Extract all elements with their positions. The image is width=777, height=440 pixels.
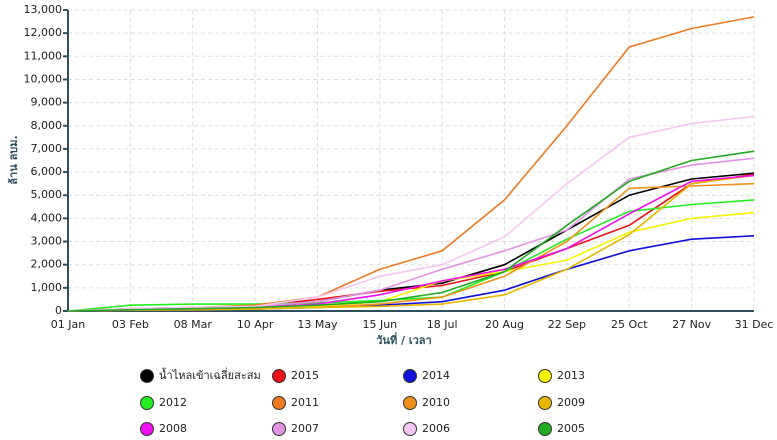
x-tick-label: 03 Feb [112, 318, 149, 331]
legend-marker[interactable] [538, 369, 552, 383]
legend-label[interactable]: น้ำไหลเข้าเฉลี่ยสะสม [159, 367, 261, 382]
series-line [67, 150, 755, 312]
legend-marker[interactable] [403, 396, 417, 410]
legend-marker[interactable] [140, 422, 154, 436]
y-tick-label: 10,000 [24, 72, 63, 85]
series-line [67, 172, 755, 312]
series-line [67, 174, 755, 312]
y-tick-label: 2,000 [31, 258, 63, 271]
x-tick-label: 15 Jun [362, 318, 397, 331]
y-tick-label: 6,000 [31, 165, 63, 178]
x-tick-label: 31 Dec [735, 318, 774, 331]
x-tick-label: 13 May [297, 318, 338, 331]
x-axis-title: วันที่ / เวลา [376, 332, 431, 347]
y-tick-label: 3,000 [31, 235, 63, 248]
legend-marker[interactable] [140, 369, 154, 383]
legend-marker[interactable] [272, 396, 286, 410]
y-tick-label: 13,000 [24, 3, 63, 16]
legend-label[interactable]: 2010 [422, 396, 450, 409]
y-tick-label: 12,000 [24, 26, 63, 39]
legend-marker[interactable] [272, 422, 286, 436]
y-tick-label: 7,000 [31, 142, 63, 155]
legend-marker[interactable] [272, 369, 286, 383]
x-tick-label: 27 Nov [672, 318, 711, 331]
legend-label[interactable]: 2005 [557, 422, 585, 435]
y-tick-label: 8,000 [31, 119, 63, 132]
series-line [67, 16, 755, 312]
legend-label[interactable]: 2006 [422, 422, 450, 435]
x-tick-label: 25 Oct [611, 318, 648, 331]
legend-label[interactable]: 2013 [557, 369, 585, 382]
series-line [67, 199, 755, 312]
legend-label[interactable]: 2008 [159, 422, 187, 435]
series-line [67, 211, 755, 312]
x-tick-label: 20 Aug [485, 318, 524, 331]
y-tick-label: 9,000 [31, 96, 63, 109]
y-tick-label: 0 [55, 304, 62, 317]
legend-label[interactable]: 2014 [422, 369, 450, 382]
x-tick-label: 01 Jan [51, 318, 85, 331]
x-tick-label: 10 Apr [237, 318, 274, 331]
legend-marker[interactable] [538, 422, 552, 436]
y-tick-label: 11,000 [24, 49, 63, 62]
legend-marker[interactable] [403, 422, 417, 436]
legend-marker[interactable] [538, 396, 552, 410]
x-tick-label: 18 Jul [427, 318, 458, 331]
legend-label[interactable]: 2015 [291, 369, 319, 382]
legend-label[interactable]: 2009 [557, 396, 585, 409]
legend-label[interactable]: 2012 [159, 396, 187, 409]
legend-label[interactable]: 2007 [291, 422, 319, 435]
y-axis-title: ล้าน ลบม. [7, 135, 20, 184]
legend-label[interactable]: 2011 [291, 396, 319, 409]
series-line [67, 115, 755, 312]
x-tick-label: 22 Sep [548, 318, 586, 331]
y-tick-label: 1,000 [31, 281, 63, 294]
y-tick-label: 4,000 [31, 211, 63, 224]
y-tick-label: 5,000 [31, 188, 63, 201]
series-line [67, 235, 755, 312]
legend-marker[interactable] [403, 369, 417, 383]
legend-marker[interactable] [140, 396, 154, 410]
x-tick-label: 08 Mar [174, 318, 213, 331]
